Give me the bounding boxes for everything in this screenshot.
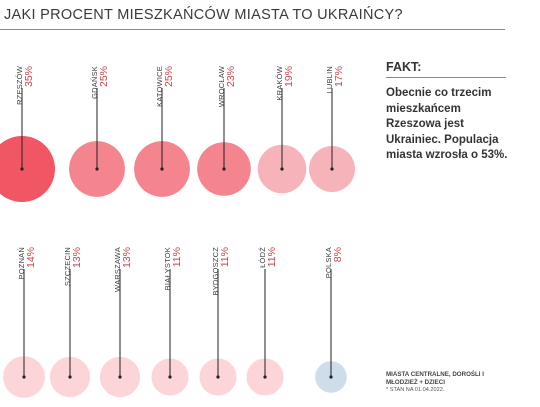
- percent-label: 23%: [225, 66, 237, 87]
- city-label: BIAŁYSTOK: [163, 247, 172, 290]
- footnote-scope: MIASTA CENTRALNE, DOROŚLI I MŁODZIEŻ + D…: [386, 371, 484, 386]
- bubble-rzeszów: [0, 136, 55, 202]
- chart-title: JAKI PROCENT MIESZKAŃCÓW MIASTA TO UKRAI…: [4, 7, 403, 23]
- city-label: WROCŁAW: [217, 65, 226, 107]
- bubble-center-dot: [20, 167, 24, 171]
- city-label: GDAŃSK: [90, 66, 99, 99]
- city-label: WARSZAWA: [113, 247, 122, 292]
- bubble-center-dot: [222, 167, 226, 171]
- label-group-lublin: LUBLIN 17%: [325, 66, 345, 93]
- city-label: KRAKÓW: [275, 65, 284, 100]
- bubble-center-dot: [216, 375, 220, 379]
- percent-label: 19%: [283, 66, 295, 87]
- fact-text: Obecnie co trzecim mieszkańcem Rzeszowa …: [386, 87, 508, 161]
- city-label: BYDGOSZCZ: [211, 247, 220, 296]
- label-group-rzeszów: RZESZÓW 35%: [15, 65, 35, 105]
- percent-label: 35%: [23, 66, 35, 87]
- bubble-center-dot: [280, 167, 284, 171]
- bubble-center-dot: [95, 167, 99, 171]
- city-label: POZNAŃ: [17, 247, 26, 279]
- bubble-center-dot: [168, 375, 172, 379]
- percent-label: 25%: [98, 66, 110, 87]
- percent-label: 13%: [121, 247, 133, 268]
- bubble-center-dot: [118, 375, 122, 379]
- city-label: SZCZECIN: [63, 247, 72, 286]
- label-group-katowice: KATOWICE 25%: [155, 66, 175, 107]
- label-group-białystok: BIAŁYSTOK 11%: [163, 247, 183, 290]
- label-group-polska: POLSKA 8%: [324, 247, 344, 278]
- bubble-center-dot: [22, 375, 26, 379]
- label-group-łódź: ŁÓDŹ 11%: [258, 247, 278, 268]
- title-divider: [0, 29, 505, 30]
- city-label: LUBLIN: [325, 66, 334, 93]
- percent-label: 11%: [171, 247, 183, 267]
- label-group-szczecin: SZCZECIN 13%: [63, 247, 83, 286]
- bubble-center-dot: [329, 375, 333, 379]
- percent-label: 11%: [266, 247, 278, 267]
- fact-heading: FAKT:: [386, 60, 422, 74]
- fact-divider: [386, 77, 506, 78]
- bubble-center-dot: [68, 375, 72, 379]
- city-label: KATOWICE: [155, 66, 164, 107]
- bubble-center-dot: [160, 167, 164, 171]
- label-group-poznań: POZNAŃ 14%: [17, 247, 37, 279]
- label-group-kraków: KRAKÓW 19%: [275, 65, 295, 100]
- percent-label: 25%: [163, 66, 175, 87]
- percent-label: 8%: [332, 247, 344, 262]
- label-group-wrocław: WROCŁAW 23%: [217, 65, 237, 107]
- label-group-bydgoszcz: BYDGOSZCZ 11%: [211, 247, 231, 296]
- label-group-warszawa: WARSZAWA 13%: [113, 247, 133, 292]
- city-label: RZESZÓW: [15, 65, 24, 105]
- bubble-center-dot: [263, 375, 267, 379]
- percent-label: 14%: [25, 247, 37, 268]
- bubble-center-dot: [330, 167, 334, 171]
- label-group-gdańsk: GDAŃSK 25%: [90, 66, 110, 99]
- percent-label: 11%: [219, 247, 231, 267]
- city-label: POLSKA: [324, 247, 333, 278]
- percent-label: 13%: [71, 247, 83, 268]
- city-label: ŁÓDŹ: [258, 247, 267, 268]
- percent-label: 17%: [333, 66, 345, 87]
- footnote-date: * STAN NA 01.04.2022.: [386, 387, 445, 393]
